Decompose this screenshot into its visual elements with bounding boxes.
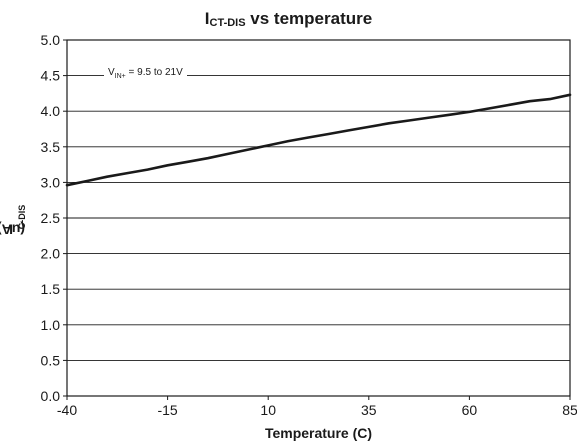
y-tick-label: 4.0 bbox=[41, 103, 61, 119]
x-tick-label: 85 bbox=[562, 402, 577, 418]
annotation-main: V bbox=[108, 67, 115, 78]
voltage-annotation: VIN+ = 9.5 to 21V bbox=[104, 67, 187, 80]
y-tick-label: 3.0 bbox=[41, 174, 61, 190]
x-tick-label: -40 bbox=[57, 402, 77, 418]
y-tick-label: 5.0 bbox=[41, 32, 61, 48]
y-tick-label: 2.0 bbox=[41, 246, 61, 262]
y-axis-label-rest: (uA) bbox=[0, 221, 25, 238]
x-tick-label: 35 bbox=[361, 402, 377, 418]
y-tick-label: 4.5 bbox=[41, 68, 61, 84]
chart-title: ICT-DIS vs temperature bbox=[0, 9, 577, 29]
y-tick-label: 1.0 bbox=[41, 317, 61, 333]
y-tick-label: 0.0 bbox=[41, 388, 61, 404]
y-tick-label: 0.5 bbox=[41, 352, 61, 368]
x-tick-label: -15 bbox=[157, 402, 177, 418]
chart-title-rest: vs temperature bbox=[245, 9, 373, 28]
x-tick-label: 10 bbox=[260, 402, 276, 418]
chart-title-subscript: CT-DIS bbox=[209, 17, 246, 29]
x-axis-label: Temperature (C) bbox=[264, 425, 373, 441]
y-tick-label: 3.5 bbox=[41, 139, 61, 155]
y-tick-label: 1.5 bbox=[41, 281, 61, 297]
chart-title-main: I bbox=[204, 9, 210, 28]
y-tick-label: 2.5 bbox=[41, 210, 61, 226]
x-tick-label: 60 bbox=[462, 402, 478, 418]
series-line bbox=[65, 93, 572, 187]
annotation-rest: = 9.5 to 21V bbox=[125, 67, 183, 78]
annotation-subscript: IN+ bbox=[114, 73, 126, 80]
